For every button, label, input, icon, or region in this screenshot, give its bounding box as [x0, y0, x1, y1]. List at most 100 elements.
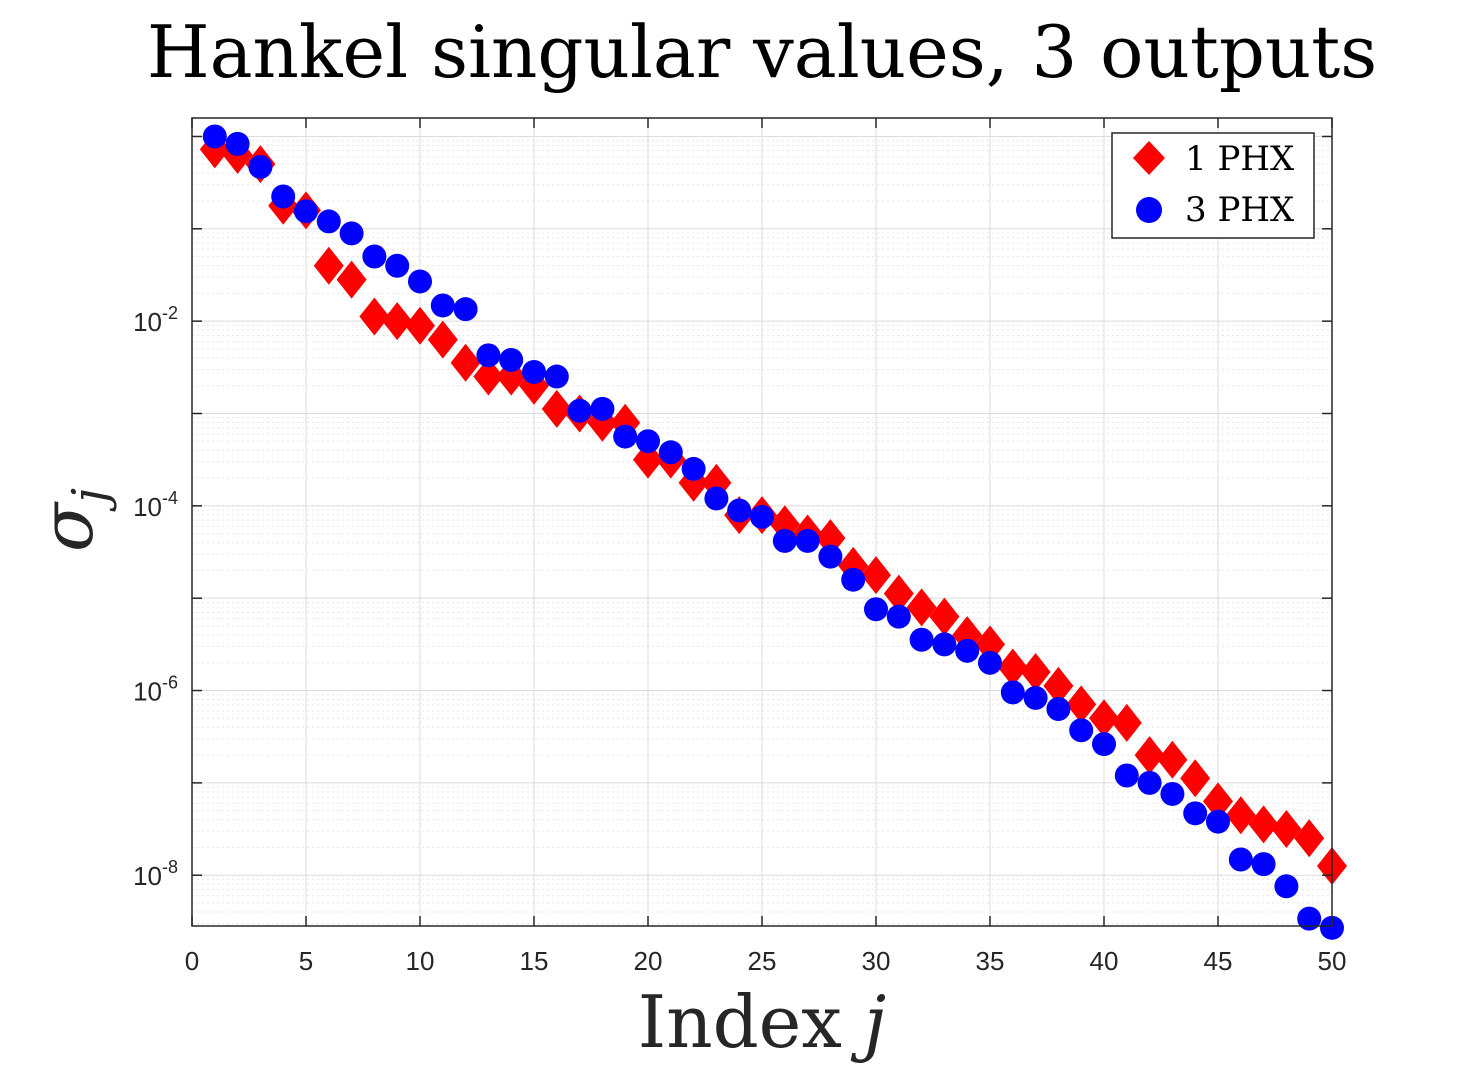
data-point-3-phx — [567, 398, 592, 423]
data-point-3-phx — [408, 269, 432, 294]
data-point-3-phx — [1251, 852, 1276, 877]
data-point-3-phx — [1228, 847, 1253, 872]
data-point-3-phx — [1046, 696, 1071, 721]
x-tick-label: 0 — [185, 946, 199, 976]
x-tick-label: 35 — [976, 946, 1005, 976]
x-tick-label: 40 — [1090, 946, 1119, 976]
data-point-3-phx — [864, 597, 888, 622]
data-point-3-phx — [476, 343, 501, 368]
data-point-1-phx — [473, 357, 504, 396]
data-point-3-phx — [248, 154, 273, 179]
data-point-1-phx — [1020, 653, 1051, 692]
legend-marker-3-phx — [1136, 197, 1162, 223]
data-point-3-phx — [1274, 874, 1299, 899]
data-point-1-phx — [1294, 819, 1325, 858]
data-point-1-phx — [906, 588, 937, 627]
data-point-3-phx — [932, 632, 957, 657]
data-point-3-phx — [795, 528, 820, 553]
data-point-3-phx — [955, 638, 980, 663]
x-tick-label: 5 — [299, 946, 313, 976]
series-2-markers — [202, 124, 1344, 940]
data-point-3-phx — [658, 440, 683, 465]
data-point-3-phx — [750, 504, 774, 529]
x-tick-label: 10 — [406, 946, 435, 976]
data-point-3-phx — [1069, 718, 1094, 743]
data-point-1-phx — [1157, 740, 1188, 779]
data-point-3-phx — [339, 221, 364, 246]
data-point-3-phx — [225, 131, 250, 156]
data-point-3-phx — [362, 244, 387, 269]
x-axis-label: Index j — [638, 980, 886, 1064]
y-tick-labels: 10-2 10-4 10-6 10-8 — [133, 303, 178, 891]
data-point-1-phx — [450, 343, 481, 382]
y-tick-label: 10-6 — [133, 673, 178, 707]
y-tick-label: 10-4 — [133, 488, 178, 522]
data-point-3-phx — [1160, 781, 1185, 806]
data-point-1-phx — [1089, 699, 1119, 738]
x-tick-label: 15 — [520, 946, 549, 976]
data-point-3-phx — [613, 424, 638, 449]
data-point-1-phx — [427, 320, 458, 359]
data-point-3-phx — [704, 486, 729, 511]
legend-label-3-phx: 3 PHX — [1185, 190, 1295, 230]
data-point-1-phx — [1203, 782, 1233, 821]
data-point-3-phx — [385, 253, 410, 278]
legend-marker-1-phx — [1133, 141, 1165, 175]
x-tick-label: 30 — [862, 946, 891, 976]
data-point-3-phx — [636, 429, 660, 454]
data-point-3-phx — [841, 567, 866, 592]
x-tick-label: 20 — [634, 946, 663, 976]
data-point-3-phx — [1206, 809, 1230, 834]
data-point-1-phx — [997, 648, 1028, 687]
data-point-1-phx — [1111, 703, 1142, 742]
data-point-3-phx — [590, 396, 615, 421]
y-axis-label-symbol: σ — [25, 501, 109, 552]
data-point-3-phx — [818, 544, 843, 569]
data-point-3-phx — [316, 209, 341, 234]
data-point-3-phx — [681, 456, 706, 481]
data-point-3-phx — [1000, 680, 1025, 705]
data-point-1-phx — [1225, 796, 1256, 835]
data-point-3-phx — [1023, 685, 1048, 710]
data-point-3-phx — [430, 293, 455, 318]
data-point-3-phx — [886, 604, 911, 629]
data-point-3-phx — [772, 528, 797, 553]
data-point-3-phx — [909, 627, 934, 652]
y-tick-label: 10-2 — [133, 303, 178, 337]
x-tick-label: 50 — [1318, 946, 1347, 976]
x-tick-labels: 0 5 10 15 20 25 30 35 40 45 50 — [185, 946, 1347, 976]
data-point-1-phx — [1134, 736, 1165, 775]
data-point-3-phx — [202, 124, 227, 149]
data-point-1-phx — [405, 306, 435, 345]
plot-area — [191, 117, 1347, 940]
data-point-3-phx — [499, 347, 524, 372]
data-point-1-phx — [336, 260, 367, 299]
data-point-3-phx — [1092, 732, 1116, 757]
data-point-1-phx — [541, 389, 572, 428]
data-point-3-phx — [294, 199, 318, 224]
legend-label-1-phx: 1 PHX — [1185, 139, 1295, 179]
data-point-3-phx — [727, 498, 752, 523]
data-point-3-phx — [1137, 770, 1162, 795]
data-point-1-phx — [861, 556, 891, 595]
data-point-1-phx — [313, 246, 344, 285]
data-point-1-phx — [382, 302, 413, 341]
data-point-3-phx — [453, 297, 478, 322]
data-point-1-phx — [1271, 810, 1302, 849]
data-point-1-phx — [1180, 759, 1211, 798]
legend: 1 PHX 3 PHX — [1111, 132, 1315, 239]
x-axis-label-text: Index — [638, 980, 842, 1064]
data-point-3-phx — [1297, 906, 1322, 931]
y-tick-label: 10-8 — [133, 857, 178, 891]
data-point-3-phx — [1320, 915, 1344, 940]
data-point-1-phx — [883, 574, 914, 613]
data-point-1-phx — [929, 597, 960, 636]
data-point-3-phx — [544, 364, 569, 389]
chart-title: Hankel singular values, 3 outputs — [147, 10, 1377, 94]
data-point-3-phx — [978, 650, 1002, 675]
axis-ticks — [191, 118, 1333, 926]
data-point-3-phx — [1183, 801, 1208, 826]
data-point-3-phx — [271, 184, 296, 209]
major-grid — [191, 118, 1333, 926]
